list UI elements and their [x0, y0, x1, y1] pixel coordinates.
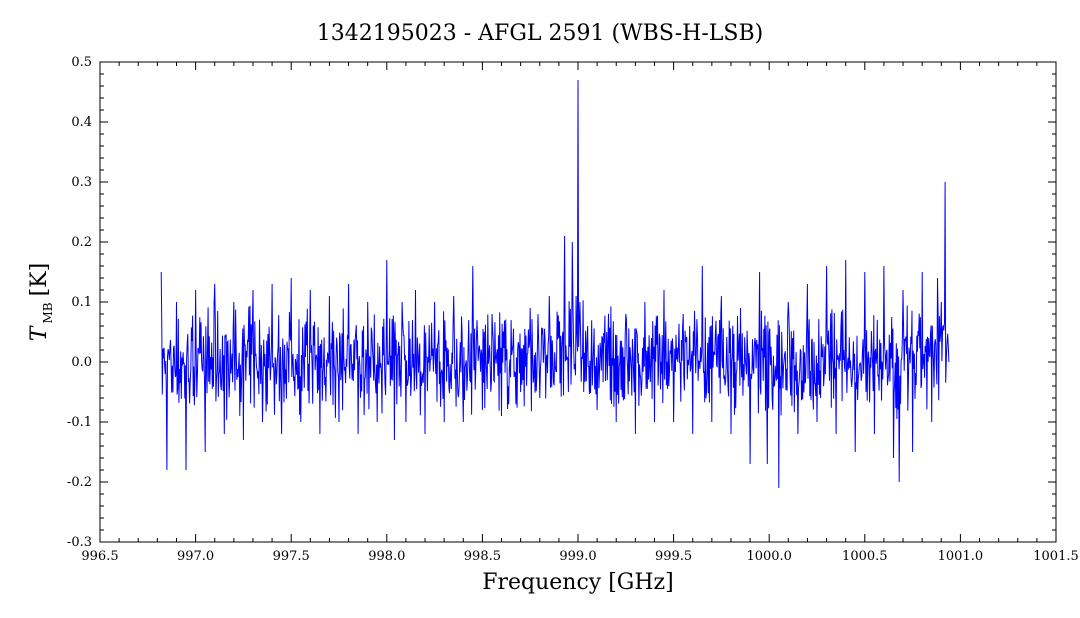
x-tick-label: 999.5 [655, 549, 692, 564]
y-tick-label: -0.1 [67, 415, 92, 430]
svg-text:TMB[K]: TMB [K] [27, 263, 55, 341]
y-axis-label-unit: [K] [27, 263, 52, 297]
y-tick-label: -0.2 [67, 475, 92, 490]
x-tick-label: 997.5 [273, 549, 310, 564]
x-tick-label: 998.5 [464, 549, 501, 564]
y-tick-label: 0.3 [71, 175, 92, 190]
chart-title: 1342195023 - AFGL 2591 (WBS-H-LSB) [317, 21, 763, 46]
y-tick-label: 0.0 [71, 355, 92, 370]
y-tick-label: 0.2 [71, 235, 92, 250]
x-tick-label: 998.0 [368, 549, 405, 564]
x-tick-label: 997.0 [177, 549, 214, 564]
y-tick-label: -0.3 [67, 535, 92, 550]
x-tick-label: 1001.0 [938, 549, 984, 564]
plot-frame [99, 61, 1057, 543]
y-tick-label: 0.4 [71, 115, 92, 130]
y-axis-label-main: T [27, 324, 52, 341]
y-tick-label: 0.1 [71, 295, 92, 310]
y-tick-label: 0.5 [71, 55, 92, 70]
x-tick-label: 1001.5 [1033, 549, 1079, 564]
x-tick-label: 1000.0 [746, 549, 792, 564]
x-tick-labels: 996.5 997.0 997.5 998.0 998.5 999.0 999.5 1000.… [81, 549, 1078, 564]
x-axis-label: Frequency [GHz] [482, 570, 674, 595]
x-tick-label: 1000.5 [842, 549, 888, 564]
y-axis-label: TMB [K] [27, 263, 55, 341]
y-axis-label-subscript: MB [41, 302, 55, 323]
spectrum-line [160, 79, 950, 489]
x-tick-label: 999.0 [559, 549, 596, 564]
x-tick-label: 996.5 [81, 549, 118, 564]
y-tick-labels: -0.3 -0.2 -0.1 0.0 0.1 0.2 0.3 0.4 0.5 [67, 55, 92, 550]
